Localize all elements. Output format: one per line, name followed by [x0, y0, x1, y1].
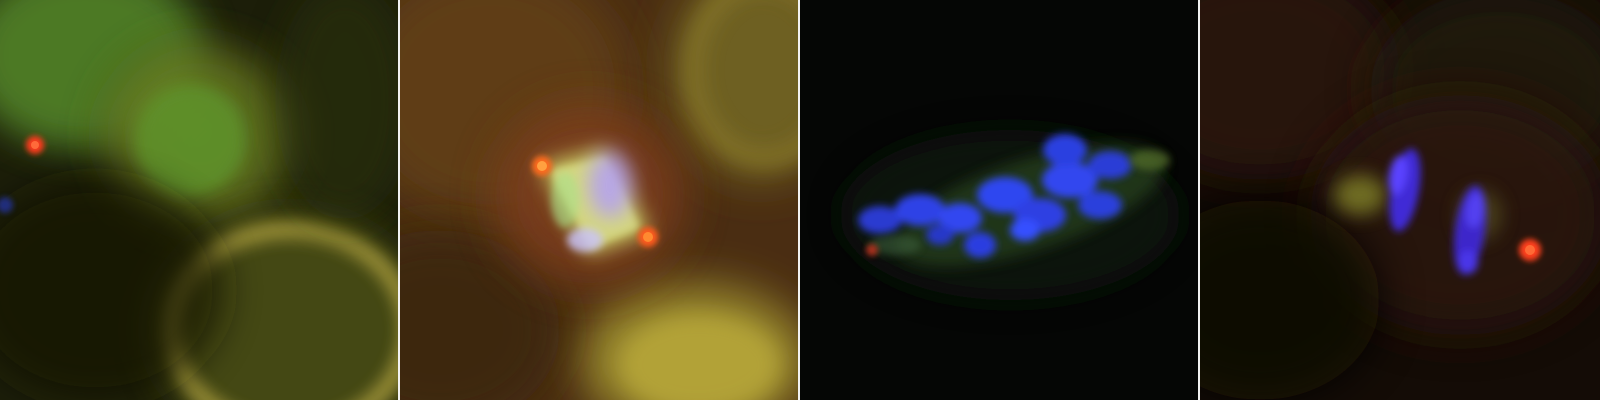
micrograph-panel-2 [400, 0, 800, 400]
micrograph-panel-4 [1200, 0, 1600, 400]
micrograph-4 [1200, 0, 1600, 400]
micrograph-panel-1 [0, 0, 400, 400]
panel-divider [398, 0, 400, 400]
panel-divider [798, 0, 800, 400]
micrograph-panel-3 [800, 0, 1200, 400]
micrograph-3 [800, 0, 1200, 400]
micrograph-2 [400, 0, 800, 400]
micrograph-1 [0, 0, 400, 400]
panel-divider [1198, 0, 1200, 400]
